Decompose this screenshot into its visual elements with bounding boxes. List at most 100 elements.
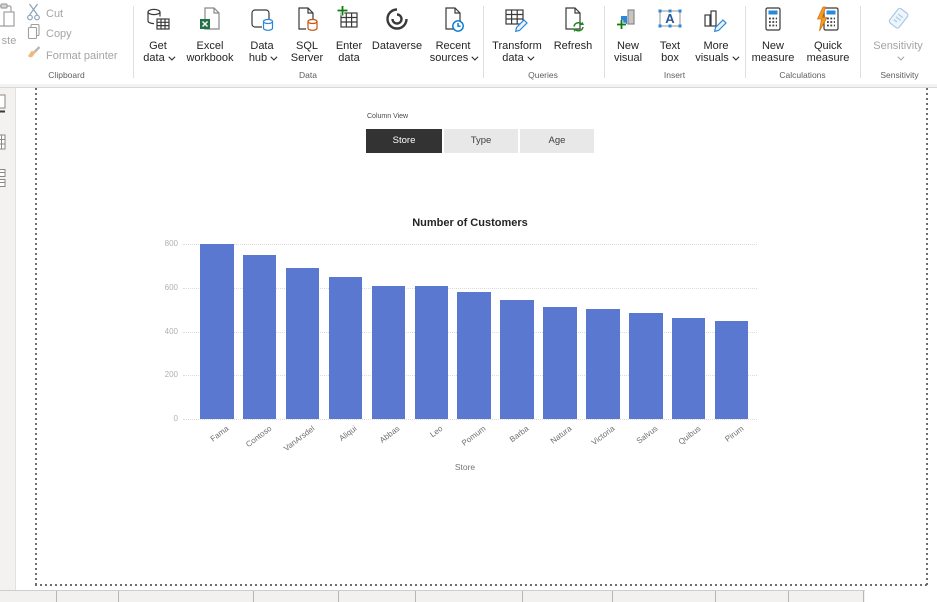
table-column-divider [522, 591, 523, 602]
ribbon-group-data: Get data Excel workbook Data hub SQL Server Ente… [135, 0, 481, 84]
table-column-divider [415, 591, 416, 602]
chart-bar-barba[interactable] [500, 300, 534, 419]
ribbon-group-insert: New visual A Text box More visuals Insert [606, 0, 743, 84]
gridline [183, 244, 757, 245]
slicer-option-type[interactable]: Type [444, 129, 518, 153]
data-hub-icon [249, 2, 275, 40]
ribbon-button-new-measure[interactable]: New measure [747, 2, 799, 64]
chart-bar-quibus[interactable] [671, 317, 706, 419]
ribbon-button-refresh[interactable]: Refresh [549, 2, 597, 52]
button-label: Sensitivity [873, 40, 923, 52]
y-axis-tick-label: 400 [164, 326, 178, 336]
report-view-icon[interactable] [0, 94, 6, 119]
button-label: measure [751, 52, 795, 64]
ribbon-button-new-visual[interactable]: New visual [606, 2, 650, 64]
bottom-table-edge [0, 590, 865, 602]
data-view-icon[interactable] [0, 134, 6, 156]
view-rail [0, 88, 16, 602]
button-label: New [616, 40, 639, 52]
ribbon-button-excel-workbook[interactable]: Excel workbook [181, 2, 239, 64]
chart-bar-natura[interactable] [543, 306, 577, 419]
group-separator [483, 6, 484, 78]
ribbon-button-sql-server[interactable]: SQL Server [285, 2, 329, 64]
ribbon: ste Cut Copy [0, 0, 937, 84]
button-label: data [143, 52, 176, 64]
slicer-option-store[interactable]: Store [366, 129, 442, 153]
chart-bar-victoria[interactable] [586, 308, 620, 419]
button-label [894, 52, 905, 64]
ribbon-button-data-hub[interactable]: Data hub [239, 2, 285, 64]
paste-label: ste [1, 35, 17, 47]
button-label: visuals [695, 52, 740, 64]
button-label: hub [249, 52, 278, 64]
selection-border-left [35, 88, 37, 585]
gridline [183, 419, 757, 420]
selection-border-right [926, 88, 928, 585]
table-column-divider [612, 591, 613, 602]
y-axis-tick-label: 0 [173, 414, 178, 423]
button-label: Quick [813, 40, 843, 52]
chevron-down-icon [897, 53, 905, 61]
ribbon-button-get-data[interactable]: Get data [135, 2, 181, 64]
ribbon-button-recent-sources[interactable]: Recent sources [425, 2, 481, 64]
button-label: More [703, 40, 729, 52]
ribbon-bottom-edge [0, 84, 937, 88]
ribbon-button-quick-measure[interactable]: Quick measure [799, 2, 857, 64]
group-separator [133, 6, 134, 78]
ribbon-button-enter-data[interactable]: Enter data [329, 2, 369, 64]
group-separator [745, 6, 746, 78]
ribbon-button-transform-data[interactable]: Transform data [485, 2, 549, 64]
chart-bar-contoso[interactable] [242, 254, 277, 419]
refresh-icon [560, 2, 586, 40]
enter-data-icon [336, 2, 362, 40]
copy-button: Copy [26, 23, 72, 44]
button-label: Enter [335, 40, 363, 52]
ribbon-group-sensitivity: Sensitivity Sensitivity [862, 0, 937, 84]
chart-bar-fama[interactable] [200, 244, 234, 419]
slicer-option-age[interactable]: Age [520, 129, 594, 153]
paste-icon [0, 3, 22, 36]
sql-server-icon [294, 2, 320, 40]
button-label: data [502, 52, 535, 64]
chevron-down-icon [168, 53, 176, 61]
group-separator [604, 6, 605, 78]
button-label: Dataverse [371, 40, 423, 52]
dataverse-icon [384, 2, 410, 40]
format-painter-button: Format painter [26, 45, 118, 66]
chart-bar-pirum[interactable] [714, 321, 749, 419]
chart-bar-salvus[interactable] [629, 312, 663, 419]
cut-icon [26, 3, 41, 24]
button-label: sources [430, 52, 479, 64]
slicer-title: Column View [367, 113, 409, 120]
ribbon-button-dataverse[interactable]: Dataverse [369, 2, 425, 52]
table-column-divider [56, 591, 57, 602]
button-label: Text [659, 40, 681, 52]
chart-bar-leo[interactable] [414, 286, 448, 419]
gridline [183, 287, 757, 289]
format-painter-icon [26, 45, 41, 66]
chart-bar-abbas[interactable] [371, 285, 406, 419]
model-view-icon[interactable] [0, 169, 6, 194]
y-axis-tick-label: 200 [164, 370, 178, 380]
group-caption-insert: Insert [663, 70, 686, 80]
excel-workbook-icon [197, 2, 223, 40]
chart-bar-pomum[interactable] [457, 292, 491, 419]
sensitivity-icon [885, 2, 911, 40]
button-label: data [338, 52, 360, 64]
button-label: Server [290, 52, 324, 64]
table-column-divider [253, 591, 254, 602]
group-separator [860, 6, 861, 78]
chart-bar-aliqui[interactable] [328, 277, 363, 419]
table-column-divider [863, 591, 864, 602]
svg-text:A: A [665, 11, 675, 26]
chart-bar-vanarsdel[interactable] [285, 268, 320, 419]
ribbon-button-text-box[interactable]: A Text box [650, 2, 690, 64]
button-label: New [761, 40, 784, 52]
cut-button: Cut [26, 3, 63, 24]
transform-data-icon [504, 2, 530, 40]
group-caption-data: Data [299, 70, 317, 80]
ribbon-button-sensitivity: Sensitivity [862, 2, 934, 64]
paste-button: ste [0, 2, 24, 47]
ribbon-button-more-visuals[interactable]: More visuals [690, 2, 742, 64]
